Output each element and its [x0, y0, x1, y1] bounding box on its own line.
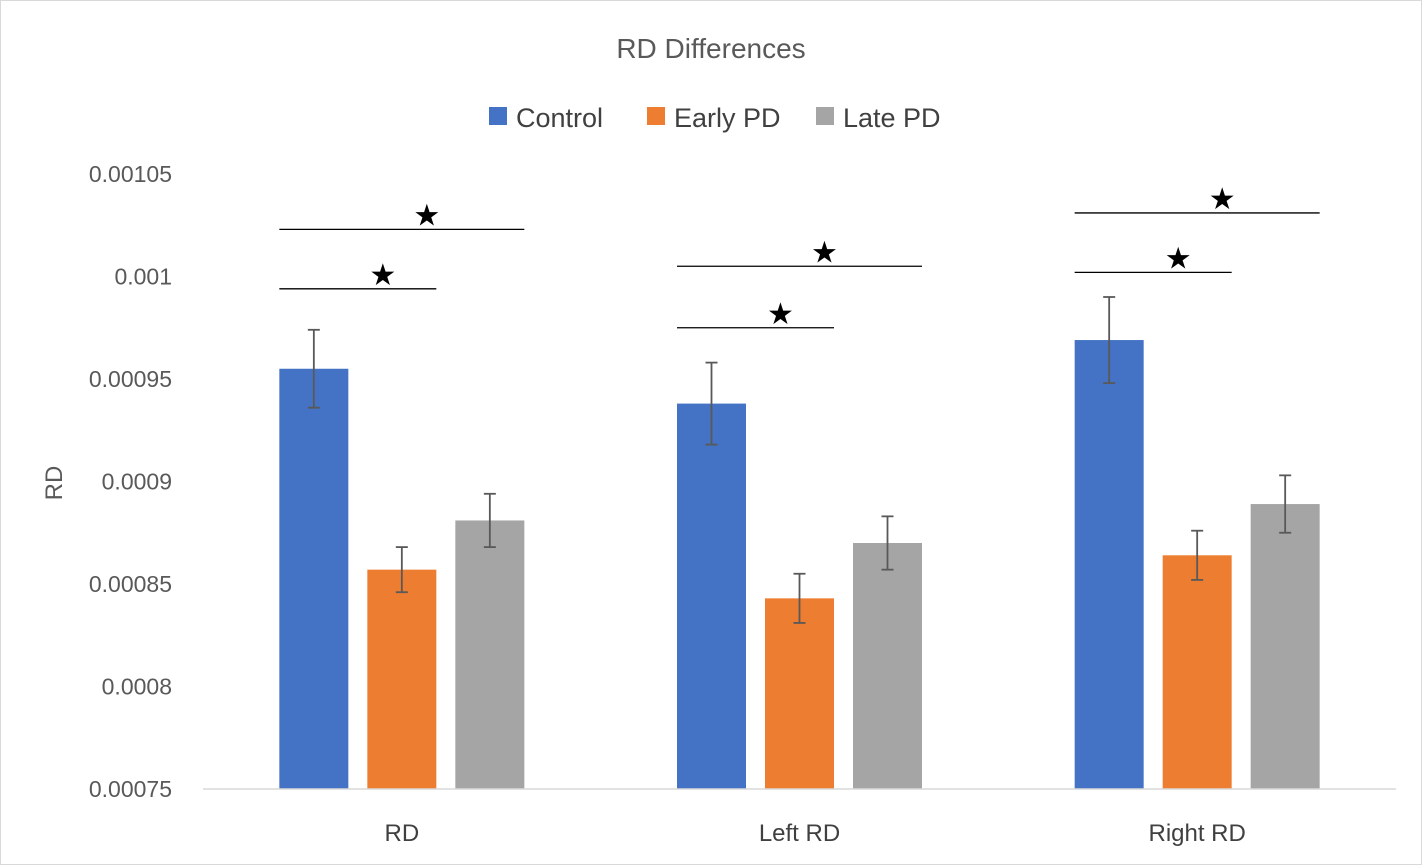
legend-label-late-pd: Late PD: [843, 103, 941, 133]
bar-control-rd: [279, 368, 349, 789]
legend-label-control: Control: [516, 103, 603, 133]
x-category-label-right-rd: Right RD: [1148, 820, 1245, 847]
x-category-label-rd: RD: [384, 820, 419, 847]
y-tick-label-2: 0.00095: [89, 366, 172, 392]
error-bar-late-pd-right-rd: [1279, 474, 1292, 534]
y-axis-label: RD: [41, 466, 68, 501]
error-bar-early-pd-left-rd: [793, 572, 806, 624]
chart-title: RD Differences: [616, 33, 805, 64]
bar-late-pd-rd: [455, 520, 525, 789]
x-category-label-left-rd: Left RD: [759, 820, 840, 847]
bar-early-pd-right-rd: [1162, 555, 1232, 789]
significance-star-2: ★: [767, 297, 794, 332]
error-bar-control-right-rd: [1103, 296, 1116, 385]
significance-annotations: ★ ★ ★ ★ ★ ★: [279, 182, 1320, 332]
significance-marker-5: ★: [1074, 182, 1320, 217]
y-tick-label-0: 0.00105: [89, 161, 172, 187]
y-tick-label-3: 0.0009: [102, 469, 172, 495]
legend-swatch-control: [489, 107, 507, 125]
error-bar-early-pd-right-rd: [1191, 529, 1204, 581]
bar-early-pd-rd: [367, 569, 437, 789]
significance-star-5: ★: [1209, 182, 1236, 217]
error-bars: [307, 296, 1292, 624]
significance-marker-3: ★: [677, 235, 922, 270]
legend: Control Early PD Late PD: [489, 103, 941, 133]
bar-control-left-rd: [677, 403, 746, 789]
legend-swatch-early-pd: [647, 107, 665, 125]
y-tick-label-1: 0.001: [114, 264, 172, 290]
legend-label-early-pd: Early PD: [674, 103, 781, 133]
significance-star-0: ★: [369, 258, 396, 293]
significance-marker-2: ★: [677, 297, 834, 332]
y-tick-label-6: 0.00075: [89, 776, 172, 802]
significance-marker-0: ★: [279, 258, 437, 293]
error-bar-control-rd: [307, 328, 320, 409]
significance-star-4: ★: [1165, 241, 1192, 276]
y-tick-label-5: 0.0008: [102, 674, 172, 700]
y-axis-ticks: 0.00105 0.001 0.00095 0.0009 0.00085 0.0008 0.…: [89, 161, 172, 802]
bar-late-pd-left-rd: [853, 543, 922, 789]
significance-marker-4: ★: [1074, 241, 1232, 276]
error-bar-late-pd-rd: [483, 492, 496, 548]
y-tick-label-4: 0.00085: [89, 571, 172, 597]
error-bar-late-pd-left-rd: [881, 515, 894, 571]
significance-marker-1: ★: [279, 198, 525, 233]
significance-star-1: ★: [413, 198, 440, 233]
error-bar-control-left-rd: [705, 361, 718, 446]
bar-late-pd-right-rd: [1250, 504, 1320, 789]
bar-early-pd-left-rd: [765, 598, 834, 789]
bar-control-right-rd: [1074, 340, 1144, 789]
x-axis-categories: RD Left RD Right RD: [384, 820, 1245, 847]
significance-star-3: ★: [811, 235, 838, 270]
bars: [279, 340, 1320, 789]
error-bar-early-pd-rd: [395, 546, 408, 594]
legend-swatch-late-pd: [816, 107, 834, 125]
